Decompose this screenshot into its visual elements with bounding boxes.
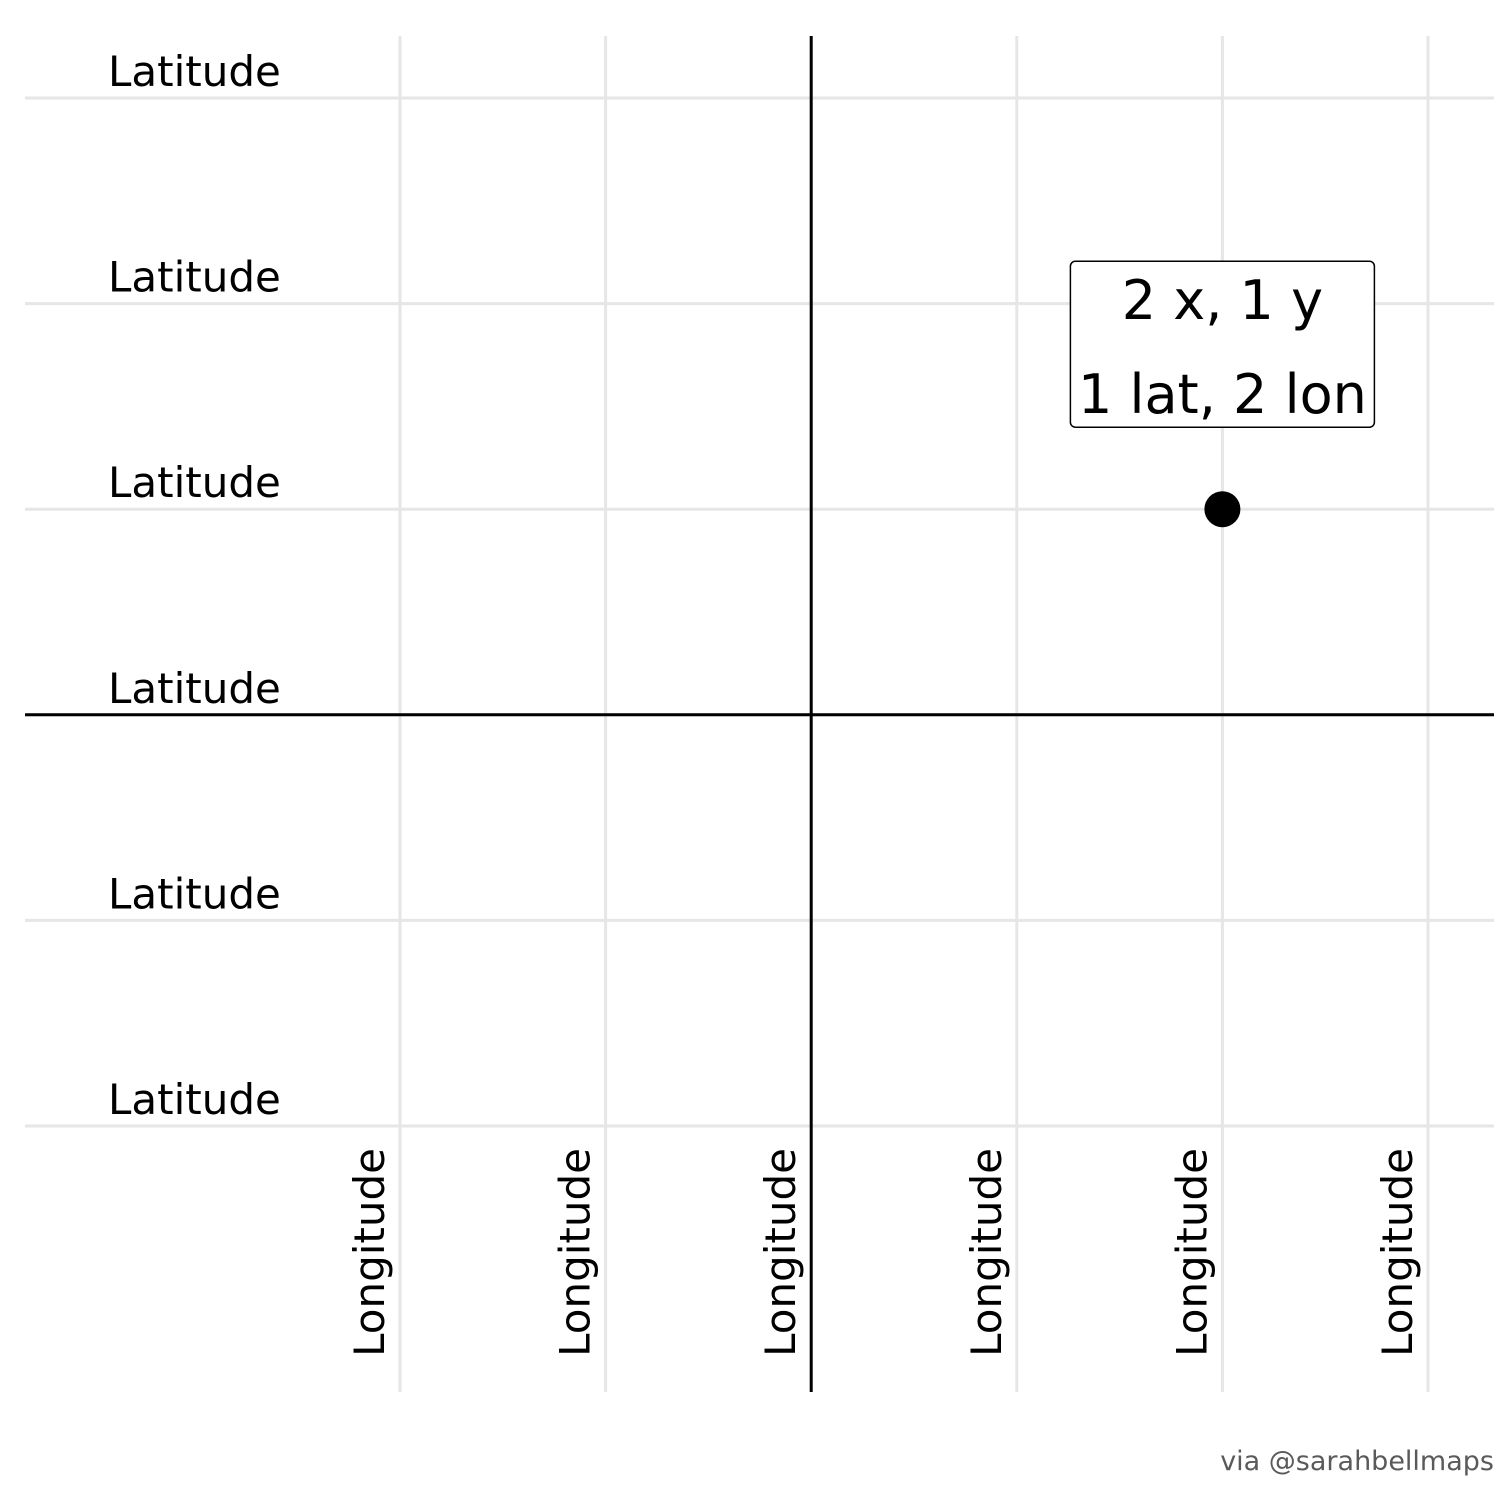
annotation-line-1: 2 x, 1 y <box>1122 269 1323 332</box>
data-points <box>1204 491 1241 528</box>
annotation-line-2: 1 lat, 2 lon <box>1078 363 1367 426</box>
point-annotation: 2 x, 1 y 1 lat, 2 lon <box>1069 260 1376 428</box>
y-tick-label: Latitude <box>108 458 281 507</box>
x-tick-label: Longitude <box>551 1148 600 1357</box>
y-tick-labels: Latitude Latitude Latitude Latitude Latitude… <box>108 47 281 1124</box>
y-tick-label: Latitude <box>108 664 281 713</box>
x-tick-label: Longitude <box>345 1148 394 1357</box>
zero-axis-lines <box>25 36 1494 1392</box>
x-tick-label: Longitude <box>1167 1148 1216 1357</box>
y-tick-label: Latitude <box>108 1075 281 1124</box>
x-tick-label: Longitude <box>1373 1148 1422 1357</box>
y-tick-label: Latitude <box>108 47 281 96</box>
x-tick-label: Longitude <box>756 1148 805 1357</box>
annotation-box <box>1069 260 1376 428</box>
y-tick-label: Latitude <box>108 869 281 918</box>
caption: via @sarahbellmaps <box>1220 1446 1494 1477</box>
data-point <box>1204 491 1241 528</box>
y-tick-label: Latitude <box>108 253 281 302</box>
x-tick-label: Longitude <box>962 1148 1011 1357</box>
x-tick-labels: Longitude Longitude Longitude Longitude Long… <box>345 1148 1422 1357</box>
